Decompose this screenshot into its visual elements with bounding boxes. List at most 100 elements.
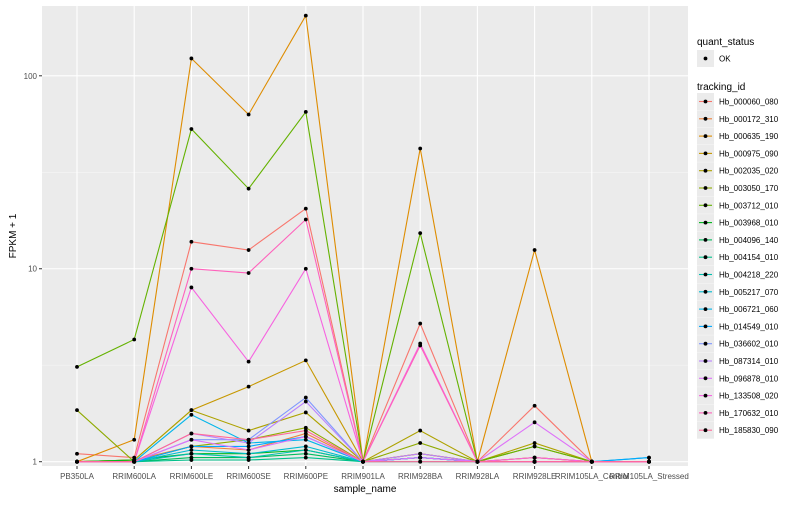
legend-item-label: Hb_087314_010	[719, 357, 779, 366]
data-point	[246, 359, 251, 364]
data-point	[303, 410, 308, 415]
y-axis-title: FPKM + 1	[8, 213, 19, 258]
data-point	[246, 437, 251, 442]
data-point	[303, 448, 308, 452]
x-tick-label: RRIM600LA	[112, 472, 156, 481]
data-point	[246, 451, 251, 456]
legend-item-label: Hb_133508_020	[719, 392, 779, 401]
data-point	[75, 459, 79, 464]
legend-item-label: Hb_004218_220	[719, 271, 779, 280]
data-point	[189, 458, 194, 462]
legend-key-point	[703, 134, 708, 139]
data-point	[418, 146, 423, 151]
data-point	[418, 428, 423, 433]
data-point	[246, 271, 251, 275]
legend-item-label: Hb_036602_010	[719, 340, 779, 349]
legend-key-point	[703, 393, 708, 398]
legend-key-point	[703, 307, 708, 311]
data-point	[647, 459, 651, 464]
data-point	[303, 13, 308, 18]
data-point	[303, 455, 308, 460]
legend-item-label: Hb_004096_140	[719, 236, 779, 245]
data-point	[246, 186, 251, 191]
x-axis-title: sample_name	[334, 484, 397, 495]
x-tick-label: PB350LA	[60, 472, 94, 481]
data-point	[189, 408, 194, 413]
data-point	[132, 337, 137, 342]
legend-item-label: Hb_005217_070	[719, 288, 779, 297]
legend-key-point	[703, 203, 708, 208]
legend-item-label: Hb_096878_010	[719, 374, 779, 383]
data-point	[189, 239, 194, 244]
x-tick-label: RRIM928LE	[513, 472, 557, 481]
data-point	[532, 420, 537, 425]
y-tick-label: 100	[24, 72, 38, 81]
x-tick-label: RRIM600SE	[226, 472, 270, 481]
x-tick-label: RRIM600LE	[170, 472, 214, 481]
data-point	[589, 459, 594, 464]
legend-item-label: Hb_000060_080	[719, 98, 779, 107]
legend-item-label: Hb_185830_090	[719, 426, 779, 435]
data-point	[418, 451, 423, 456]
legend-status-title: quant_status	[697, 37, 754, 48]
data-point	[303, 395, 308, 400]
legend-key-point	[703, 376, 708, 381]
data-point	[647, 455, 651, 460]
x-tick-label: RRIM105LA_Control	[555, 472, 629, 481]
data-point	[418, 459, 423, 464]
data-point	[303, 266, 308, 271]
legend-item-label: Hb_006721_060	[719, 305, 779, 314]
y-tick-label: 1	[33, 458, 38, 467]
x-tick-label: RRIM600PE	[284, 472, 328, 481]
data-point	[75, 408, 79, 413]
legend-status-label: OK	[719, 55, 731, 64]
data-point	[303, 217, 308, 222]
legend-key-point	[703, 289, 708, 294]
data-point	[189, 266, 194, 271]
data-point	[303, 206, 308, 211]
data-point	[303, 109, 308, 114]
data-point	[246, 112, 251, 117]
data-point	[189, 285, 194, 290]
legend-key-point	[703, 186, 708, 190]
data-point	[303, 425, 308, 430]
legend-key-point	[703, 99, 708, 104]
x-tick-label: RRIM105LA_Stressed	[609, 472, 689, 481]
plot-panel	[42, 6, 688, 466]
data-point	[532, 248, 537, 252]
data-point	[532, 441, 537, 445]
legend-item-label: Hb_002035_020	[719, 167, 779, 176]
legend-key-point	[703, 341, 708, 346]
legend-key-point	[703, 272, 708, 277]
legend-key-point	[703, 220, 708, 225]
x-tick-label: RRIM928BA	[398, 472, 443, 481]
data-point	[303, 428, 308, 433]
data-point	[189, 444, 194, 449]
data-point	[189, 412, 194, 417]
data-point	[246, 455, 251, 460]
y-tick-label: 10	[28, 265, 37, 274]
legend-key-point	[703, 411, 708, 415]
legend-item-label: Hb_004154_010	[719, 253, 779, 262]
legend-key-point	[703, 255, 708, 260]
data-point	[532, 444, 537, 449]
legend-key-point	[703, 359, 708, 363]
data-point	[418, 343, 423, 348]
legend-item-label: Hb_003712_010	[719, 201, 779, 210]
legend-key-point	[703, 116, 708, 121]
data-point	[189, 56, 194, 61]
data-point	[189, 448, 194, 452]
data-point	[303, 451, 308, 456]
data-point	[246, 384, 251, 389]
data-point	[246, 448, 251, 452]
data-point	[189, 127, 194, 131]
data-point	[303, 399, 308, 404]
legend-item-label: Hb_014549_010	[719, 322, 779, 331]
data-point	[75, 451, 79, 456]
legend-item-label: Hb_000635_190	[719, 132, 779, 141]
data-point	[532, 455, 537, 460]
data-point	[246, 428, 251, 433]
data-point	[75, 364, 79, 369]
